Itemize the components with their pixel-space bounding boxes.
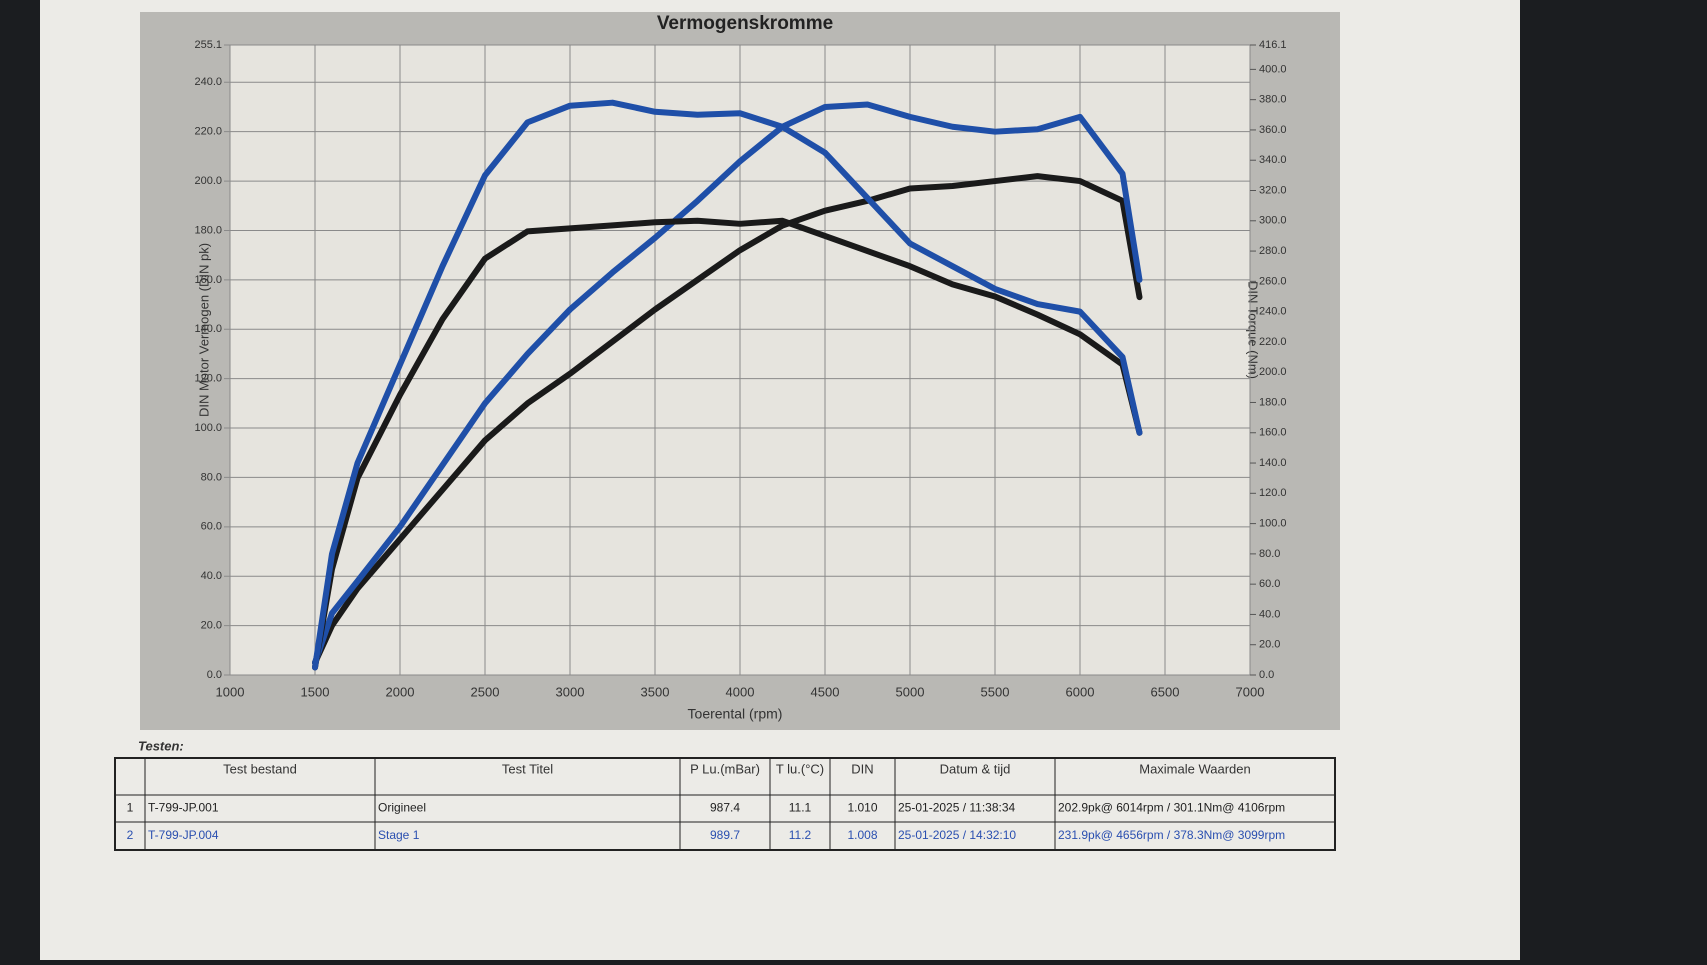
table-cell: 11.1 bbox=[789, 801, 812, 815]
y-tick-label: 160.0 bbox=[194, 274, 222, 286]
table-header: Test Titel bbox=[502, 761, 553, 776]
y2-tick-label: 160.0 bbox=[1259, 427, 1287, 439]
table-cell: Stage 1 bbox=[378, 828, 420, 842]
y2-tick-label: 140.0 bbox=[1259, 457, 1287, 469]
table-cell: 987.4 bbox=[710, 801, 740, 815]
table-cell: T-799-JP.001 bbox=[148, 801, 219, 815]
y2-tick-label: 120.0 bbox=[1259, 487, 1287, 499]
y-axis-label: DIN Motor Vermogen (DIN pk) bbox=[196, 243, 211, 417]
y-tick-label: 0.0 bbox=[207, 669, 222, 681]
y-tick-label: 40.0 bbox=[201, 570, 222, 582]
x-tick-label: 4000 bbox=[726, 684, 755, 699]
table-cell: 989.7 bbox=[710, 828, 740, 842]
y2-tick-label: 380.0 bbox=[1259, 94, 1287, 106]
table-header: Test bestand bbox=[223, 761, 297, 776]
x-tick-label: 4500 bbox=[811, 684, 840, 699]
table-cell: 231.9pk@ 4656rpm / 378.3Nm@ 3099rpm bbox=[1058, 828, 1285, 842]
y-tick-label: 255.1 bbox=[194, 39, 222, 51]
y2-tick-label: 400.0 bbox=[1259, 63, 1287, 75]
y2-tick-label: 340.0 bbox=[1259, 154, 1287, 166]
y2-tick-label: 260.0 bbox=[1259, 275, 1287, 287]
y-tick-label: 140.0 bbox=[194, 323, 222, 335]
y2-tick-label: 0.0 bbox=[1259, 669, 1274, 681]
y-tick-label: 60.0 bbox=[201, 521, 222, 533]
y2-tick-label: 220.0 bbox=[1259, 336, 1287, 348]
y-tick-label: 180.0 bbox=[194, 224, 222, 236]
x-tick-label: 2500 bbox=[471, 684, 500, 699]
y-tick-label: 120.0 bbox=[194, 373, 222, 385]
y2-tick-label: 200.0 bbox=[1259, 366, 1287, 378]
x-axis-label: Toerental (rpm) bbox=[688, 706, 783, 722]
table-cell: 1 bbox=[127, 801, 134, 815]
x-tick-label: 5500 bbox=[981, 684, 1010, 699]
y2-axis-label: DIN Torque (Nm) bbox=[1246, 281, 1261, 379]
table-cell: 1.010 bbox=[847, 801, 877, 815]
y2-tick-label: 416.1 bbox=[1259, 39, 1287, 51]
x-tick-label: 3000 bbox=[556, 684, 585, 699]
y2-tick-label: 280.0 bbox=[1259, 245, 1287, 257]
y2-tick-label: 360.0 bbox=[1259, 124, 1287, 136]
table-cell: 2 bbox=[127, 828, 134, 842]
x-tick-label: 6500 bbox=[1151, 684, 1180, 699]
table-caption: Testen: bbox=[138, 738, 184, 753]
x-tick-label: 1500 bbox=[301, 684, 330, 699]
y2-tick-label: 80.0 bbox=[1259, 548, 1280, 560]
table-cell: T-799-JP.004 bbox=[148, 828, 219, 842]
y-tick-label: 20.0 bbox=[201, 620, 222, 632]
x-tick-label: 2000 bbox=[386, 684, 415, 699]
y2-tick-label: 20.0 bbox=[1259, 639, 1280, 651]
series-line bbox=[312, 217, 1143, 671]
table-cell: 11.2 bbox=[789, 828, 812, 842]
table-cell: 202.9pk@ 6014rpm / 301.1Nm@ 4106rpm bbox=[1058, 801, 1285, 815]
y2-tick-label: 320.0 bbox=[1259, 184, 1287, 196]
table-header: P Lu.(mBar) bbox=[690, 761, 760, 776]
table-border bbox=[114, 757, 1336, 851]
table-header: T lu.(°C) bbox=[776, 761, 824, 776]
y2-tick-label: 60.0 bbox=[1259, 578, 1280, 590]
y2-tick-label: 180.0 bbox=[1259, 396, 1287, 408]
table-cell: Origineel bbox=[378, 801, 426, 815]
y-tick-label: 100.0 bbox=[194, 422, 222, 434]
y-tick-label: 240.0 bbox=[194, 76, 222, 88]
y2-tick-label: 40.0 bbox=[1259, 608, 1280, 620]
y-tick-label: 80.0 bbox=[201, 471, 222, 483]
table-cell: 25-01-2025 / 14:32:10 bbox=[898, 828, 1016, 842]
y2-tick-label: 300.0 bbox=[1259, 215, 1287, 227]
x-tick-label: 1000 bbox=[216, 684, 245, 699]
x-tick-label: 6000 bbox=[1066, 684, 1095, 699]
table-header: Datum & tijd bbox=[940, 761, 1011, 776]
series-line bbox=[312, 173, 1143, 666]
series-line bbox=[312, 101, 1143, 666]
table-cell: 25-01-2025 / 11:38:34 bbox=[898, 801, 1016, 815]
series-line bbox=[312, 99, 1143, 671]
y2-tick-label: 240.0 bbox=[1259, 306, 1287, 318]
chart-title: Vermogenskromme bbox=[657, 13, 833, 34]
y-tick-label: 220.0 bbox=[194, 126, 222, 138]
y-tick-label: 200.0 bbox=[194, 175, 222, 187]
x-tick-label: 5000 bbox=[896, 684, 925, 699]
table-cell: 1.008 bbox=[847, 828, 877, 842]
table-header: Maximale Waarden bbox=[1139, 761, 1251, 776]
y2-tick-label: 100.0 bbox=[1259, 518, 1287, 530]
table-header: DIN bbox=[851, 761, 873, 776]
x-tick-label: 3500 bbox=[641, 684, 670, 699]
x-tick-label: 7000 bbox=[1236, 684, 1265, 699]
